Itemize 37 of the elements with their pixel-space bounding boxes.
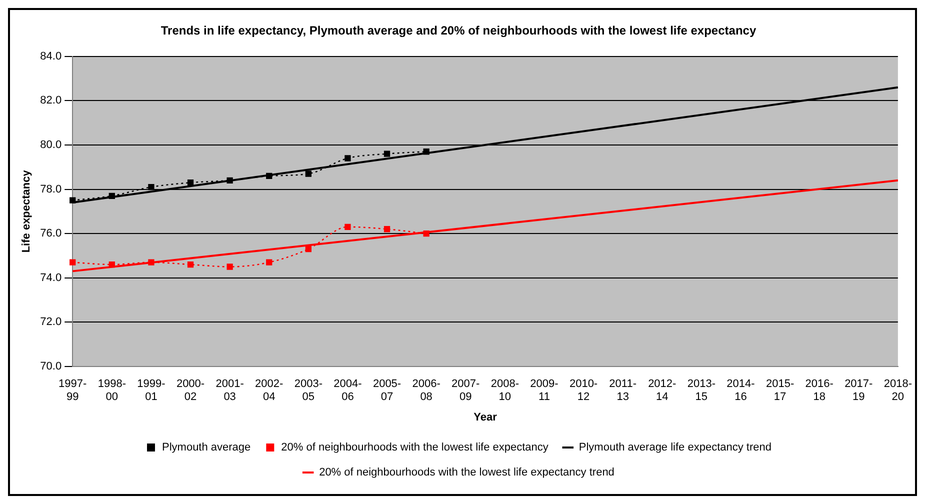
legend-label: Plymouth average bbox=[162, 442, 251, 454]
x-tick-label: 1999-01 bbox=[137, 378, 166, 404]
legend-label: Plymouth average life expectancy trend bbox=[578, 442, 772, 454]
x-tick-label: 2003-05 bbox=[294, 378, 323, 404]
y-axis-title: Life expectancy bbox=[20, 169, 33, 253]
x-tick-label: 2010-12 bbox=[569, 378, 598, 404]
x-tick-label: 2012-14 bbox=[648, 378, 677, 404]
x-tick-label: 2008-10 bbox=[490, 378, 520, 404]
x-tick-label: 2006-08 bbox=[412, 378, 441, 404]
x-tick-label: 1997-99 bbox=[58, 378, 88, 404]
y-tick-label: 74.0 bbox=[40, 272, 62, 284]
x-tick-label: 2018-20 bbox=[884, 378, 912, 404]
x-tick-label: 2005-07 bbox=[372, 378, 402, 404]
x-tick-label: 2011-13 bbox=[609, 378, 637, 404]
y-tick-label: 78.0 bbox=[40, 183, 62, 196]
y-tick-label: 84.0 bbox=[40, 50, 62, 62]
x-tick-label: 2015-17 bbox=[766, 378, 794, 404]
legend-label: 20% of neighbourhoods with the lowest life expectancy bbox=[281, 442, 549, 454]
x-tick-label: 2004-06 bbox=[334, 378, 362, 404]
x-tick-label: 2000-02 bbox=[176, 378, 205, 404]
y-tick-label: 70.0 bbox=[40, 360, 62, 372]
x-axis-title: Year bbox=[474, 411, 498, 424]
x-tick-label: 2009-11 bbox=[530, 378, 559, 404]
chart-title: Trends in life expectancy, Plymouth average and 20% of neighbourhoods with the lowest life expectancy bbox=[160, 24, 756, 38]
y-tick-label: 72.0 bbox=[40, 316, 62, 328]
legend-label: 20% of neighbourhoods with the lowest life expectancy trend bbox=[319, 466, 614, 479]
x-tick-label: 2017-19 bbox=[844, 378, 874, 404]
x-tick-label: 2013-15 bbox=[687, 378, 716, 404]
y-tick-label: 76.0 bbox=[40, 228, 62, 240]
y-tick-label: 80.0 bbox=[40, 139, 62, 152]
x-tick-label: 2002-04 bbox=[255, 378, 284, 404]
x-tick-label: 1998-00 bbox=[98, 378, 126, 404]
x-tick-label: 2014-16 bbox=[726, 378, 756, 404]
y-tick-label: 82.0 bbox=[40, 94, 62, 107]
x-tick-label: 2016-18 bbox=[805, 378, 834, 404]
x-tick-label: 2001-03 bbox=[216, 378, 244, 404]
x-tick-label: 2007-09 bbox=[452, 378, 480, 404]
